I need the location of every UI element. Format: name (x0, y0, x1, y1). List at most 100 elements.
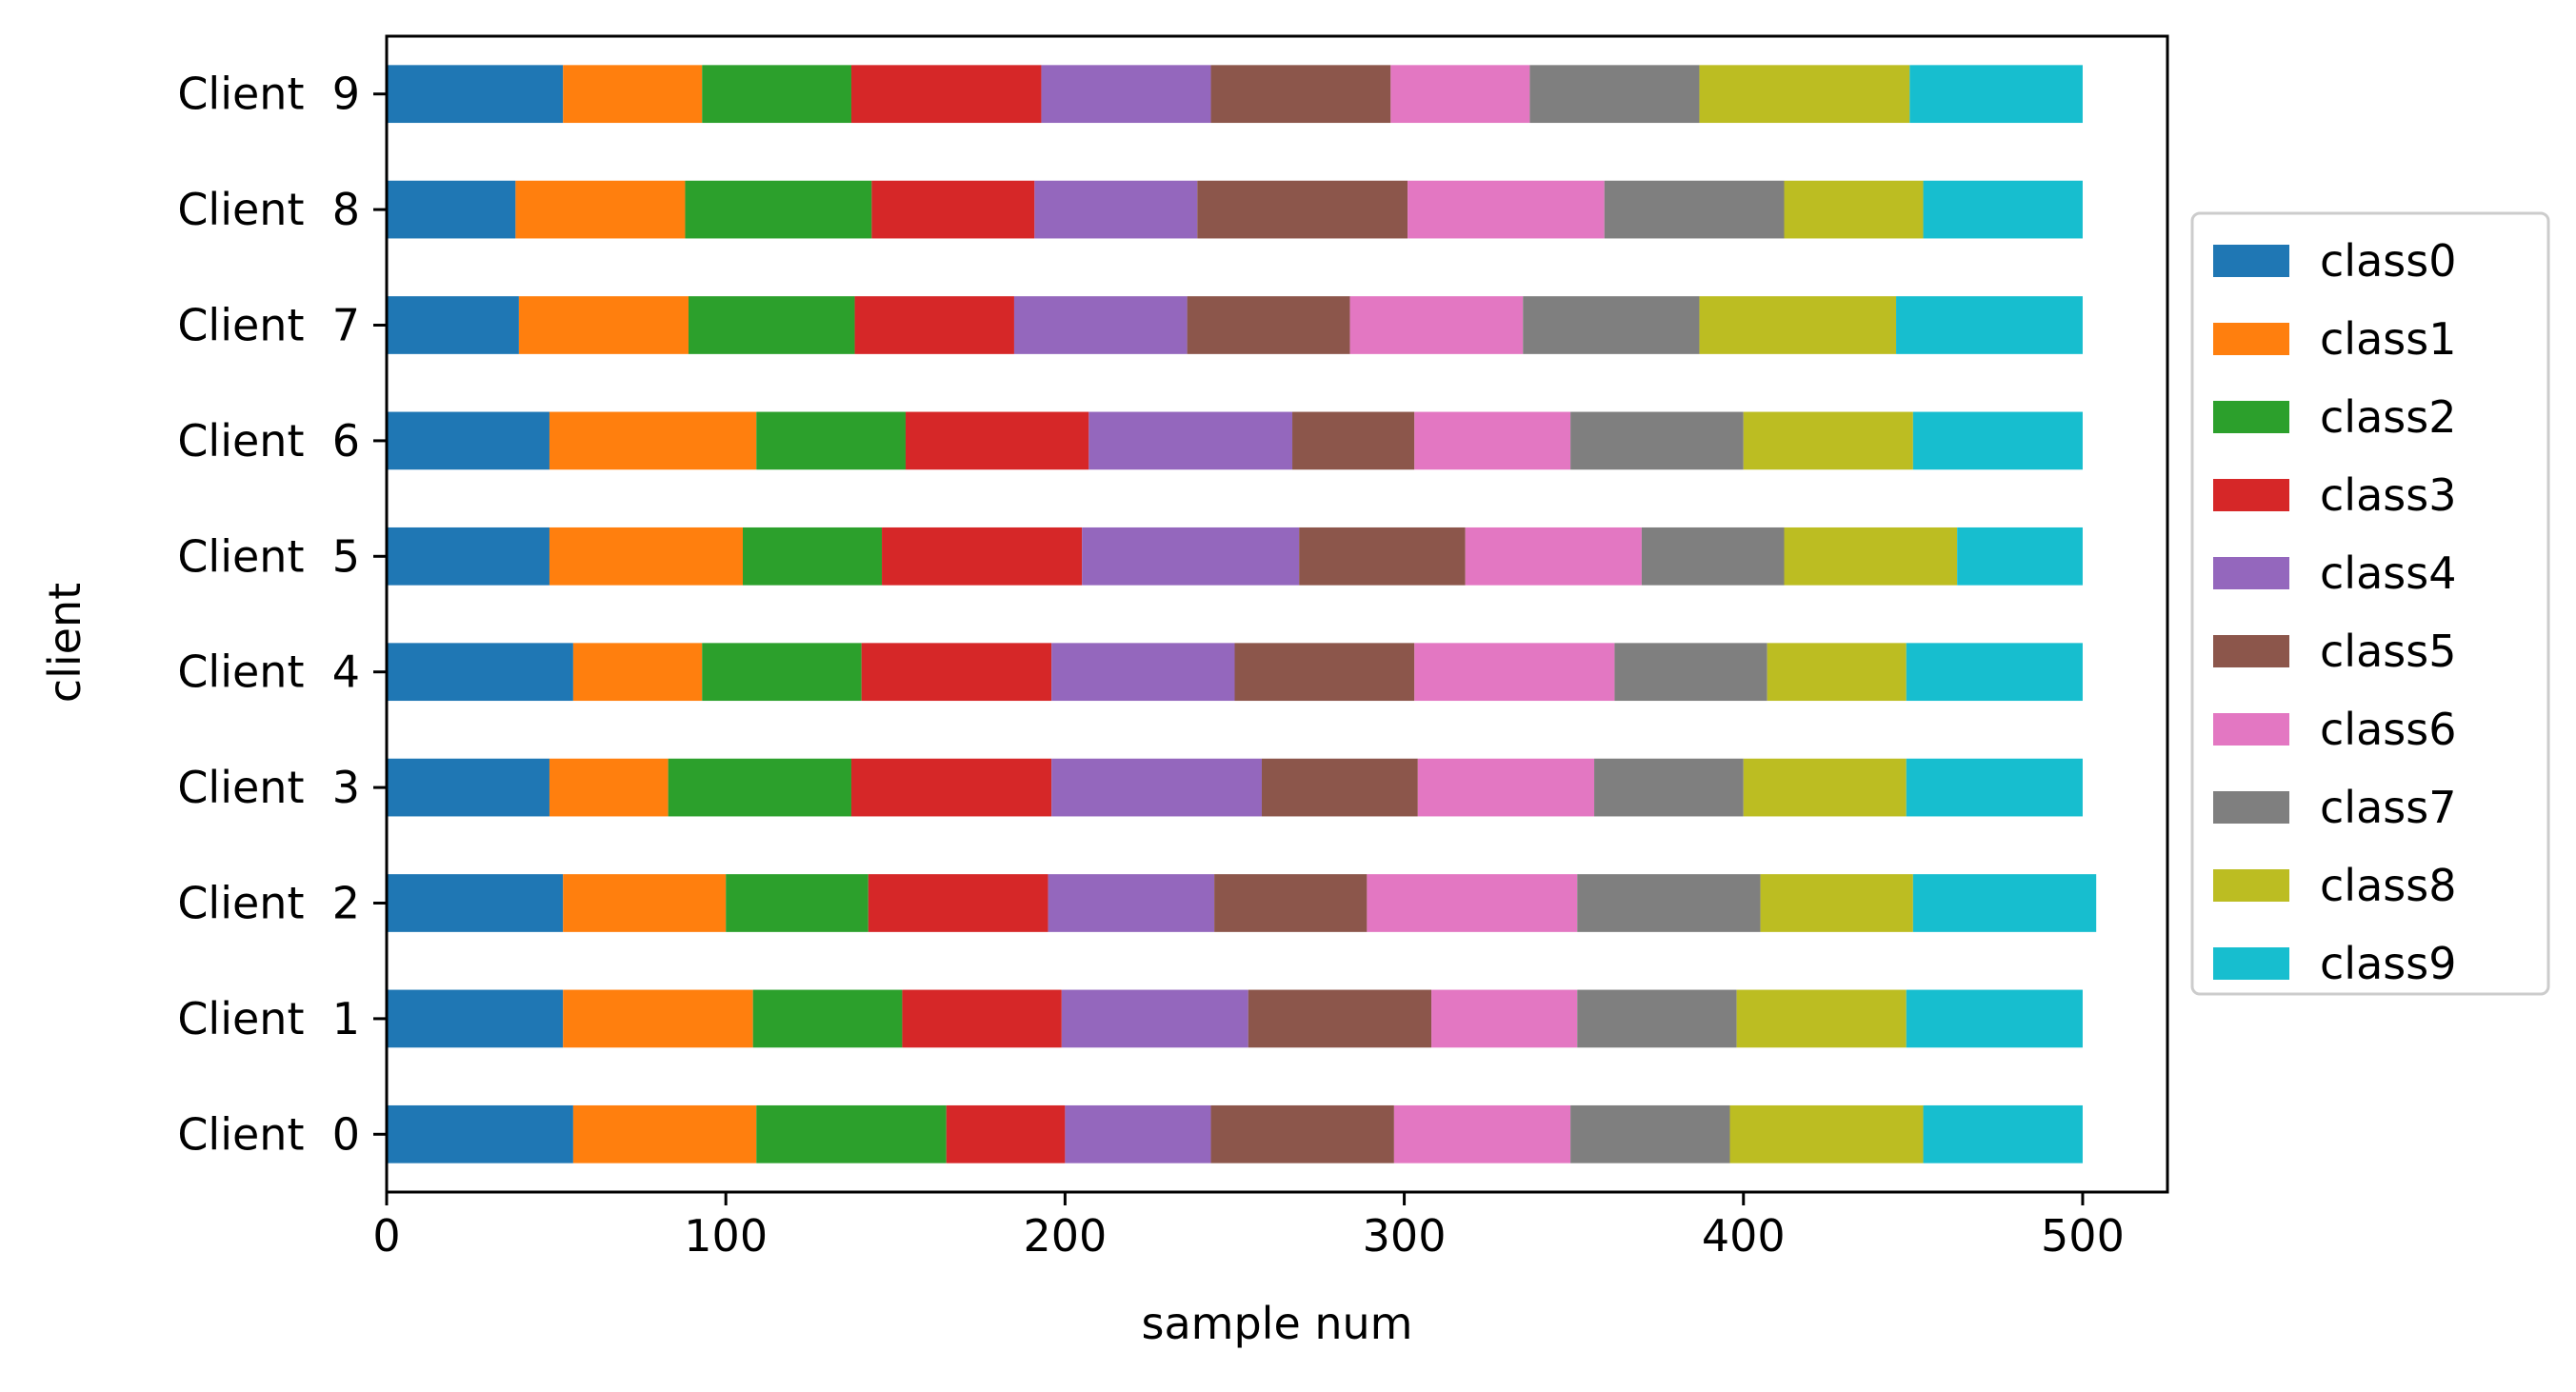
bar-client1-class7 (1577, 989, 1737, 1048)
bar-client4-class1 (572, 643, 703, 702)
x-tick-label: 400 (1702, 1210, 1786, 1262)
x-tick-label: 100 (684, 1210, 768, 1262)
bar-client6-class3 (905, 411, 1089, 470)
bar-client6-class5 (1292, 411, 1415, 470)
x-axis: 0 100 200 300 400 500 (372, 1192, 2125, 1262)
bar-client5-class7 (1641, 527, 1785, 586)
legend-label-class1: class1 (2320, 313, 2456, 365)
bar-client7-class6 (1349, 296, 1524, 354)
bar-client4-class4 (1051, 643, 1235, 702)
bar-client6-class2 (756, 411, 906, 470)
bar-client4-class8 (1767, 643, 1907, 702)
bar-client9-class7 (1529, 65, 1700, 124)
bar-client2-class0 (387, 874, 564, 932)
x-tick-label: 200 (1023, 1210, 1107, 1262)
legend-swatch-class8 (2213, 869, 2289, 902)
bar-client5-class3 (882, 527, 1083, 586)
bar-client7-class0 (387, 296, 519, 354)
bar-client8-class3 (871, 180, 1035, 239)
legend-label-class5: class5 (2320, 626, 2456, 677)
legend-label-class6: class6 (2320, 704, 2456, 755)
legend-label-class0: class0 (2320, 235, 2456, 287)
bar-client3-class3 (850, 758, 1052, 817)
bar-client3-class4 (1051, 758, 1262, 817)
bar-client7-class4 (1013, 296, 1188, 354)
bar-client9-class2 (702, 65, 851, 124)
y-tick-label: Client 5 (177, 530, 360, 582)
bar-client1-class5 (1248, 989, 1432, 1048)
bar-client3-class0 (387, 758, 549, 817)
bar-client5-class1 (549, 527, 743, 586)
bar-client9-class0 (387, 65, 564, 124)
bar-client0-class5 (1210, 1104, 1394, 1163)
bars-group (387, 65, 2097, 1163)
y-tick-label: Client 6 (177, 415, 360, 467)
bar-client2-class8 (1760, 874, 1913, 932)
bar-client5-class4 (1082, 527, 1300, 586)
bar-client9-class9 (1909, 65, 2083, 124)
legend-label-class7: class7 (2320, 782, 2456, 833)
bar-client8-class7 (1604, 180, 1785, 239)
bar-client7-class7 (1523, 296, 1700, 354)
bar-client1-class2 (752, 989, 903, 1048)
bar-client4-class5 (1234, 643, 1415, 702)
bar-client0-class7 (1570, 1104, 1730, 1163)
bar-client6-class8 (1743, 411, 1913, 470)
legend-swatch-class7 (2213, 791, 2289, 824)
legend-swatch-class9 (2213, 947, 2289, 980)
bar-client2-class2 (726, 874, 869, 932)
bar-client3-class5 (1261, 758, 1418, 817)
x-tick-label: 500 (2041, 1210, 2125, 1262)
bar-client8-class4 (1034, 180, 1198, 239)
bar-client8-class9 (1923, 180, 2083, 239)
bar-client3-class2 (668, 758, 851, 817)
bar-client5-class0 (387, 527, 549, 586)
bar-client6-class7 (1570, 411, 1744, 470)
bar-client2-class9 (1912, 874, 2097, 932)
bar-client1-class8 (1736, 989, 1907, 1048)
x-axis-label: sample num (1142, 1298, 1413, 1349)
bar-client9-class1 (563, 65, 703, 124)
bar-client6-class6 (1414, 411, 1571, 470)
legend-label-class3: class3 (2320, 469, 2456, 521)
bar-client8-class6 (1408, 180, 1605, 239)
bar-client5-class6 (1465, 527, 1642, 586)
bar-client1-class0 (387, 989, 564, 1048)
legend-swatch-class5 (2213, 635, 2289, 667)
legend-label-class2: class2 (2320, 391, 2456, 443)
bar-client7-class2 (689, 296, 855, 354)
bar-client1-class4 (1061, 989, 1248, 1048)
legend-label-class8: class8 (2320, 860, 2456, 911)
bar-client5-class9 (1957, 527, 2083, 586)
y-axis: Client 0 Client 1 Client 2 Client 3 Client 4… (177, 69, 387, 1160)
bar-client3-class8 (1743, 758, 1907, 817)
legend-swatch-class4 (2213, 557, 2289, 589)
bar-client0-class9 (1923, 1104, 2083, 1163)
bar-client0-class0 (387, 1104, 573, 1163)
y-tick-label: Client 2 (177, 878, 360, 929)
bar-client7-class9 (1896, 296, 2083, 354)
bar-client9-class3 (850, 65, 1042, 124)
bar-client6-class0 (387, 411, 549, 470)
x-tick-label: 300 (1363, 1210, 1447, 1262)
bar-client4-class3 (861, 643, 1052, 702)
y-tick-label: Client 3 (177, 762, 360, 813)
legend-swatch-class3 (2213, 479, 2289, 511)
bar-client4-class7 (1614, 643, 1767, 702)
bar-client1-class6 (1431, 989, 1578, 1048)
bar-client3-class6 (1417, 758, 1595, 817)
bar-client6-class9 (1912, 411, 2083, 470)
bar-client2-class3 (868, 874, 1048, 932)
bar-client4-class0 (387, 643, 573, 702)
bar-client7-class5 (1187, 296, 1350, 354)
bar-client4-class9 (1906, 643, 2083, 702)
bar-client2-class6 (1367, 874, 1578, 932)
bar-client0-class6 (1393, 1104, 1571, 1163)
y-tick-label: Client 1 (177, 993, 360, 1044)
bar-client1-class3 (902, 989, 1062, 1048)
bar-client0-class8 (1729, 1104, 1924, 1163)
bar-client8-class2 (685, 180, 872, 239)
bar-client1-class1 (563, 989, 753, 1048)
